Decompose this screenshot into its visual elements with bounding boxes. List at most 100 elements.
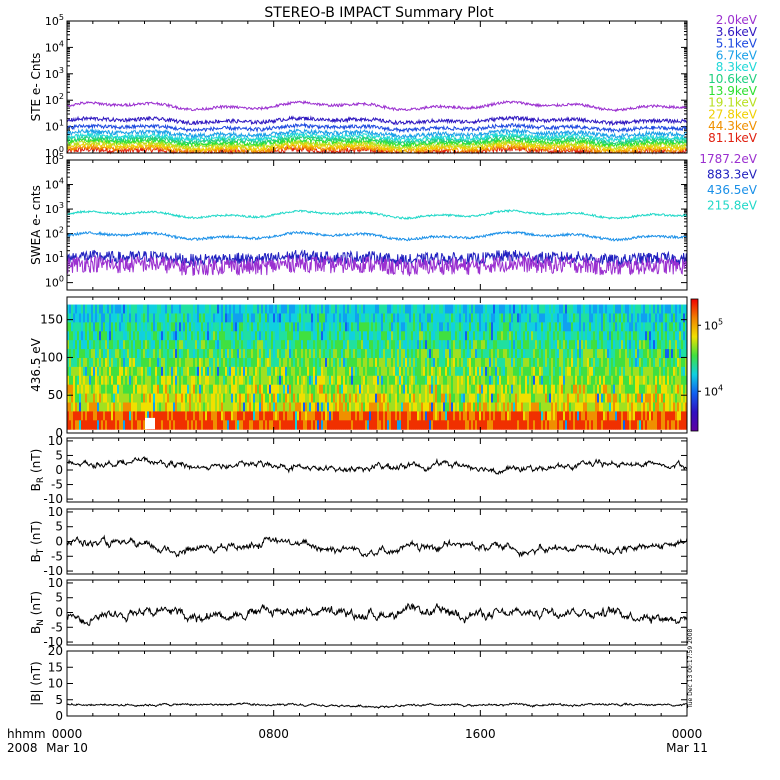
heatmap-cell	[393, 304, 396, 314]
heatmap-cell	[389, 375, 392, 386]
heatmap-cell	[373, 331, 376, 341]
heatmap-cell	[587, 340, 590, 350]
heatmap-cell	[591, 384, 594, 395]
heatmap-cell	[255, 393, 258, 404]
heatmap-cell	[217, 402, 220, 412]
heatmap-cell	[563, 357, 566, 368]
heatmap-cell	[633, 357, 636, 368]
heatmap-cell	[163, 420, 166, 430]
heatmap-cell	[113, 411, 116, 421]
heatmap-cell	[463, 375, 466, 386]
heatmap-cell	[453, 375, 456, 386]
heatmap-cell	[361, 402, 364, 412]
heatmap-cell	[637, 313, 640, 323]
heatmap-cell	[583, 331, 586, 341]
heatmap-cell	[523, 331, 526, 341]
heatmap-cell	[589, 420, 592, 430]
heatmap-cell	[111, 331, 114, 341]
heatmap-cell	[441, 411, 444, 421]
heatmap-cell	[409, 366, 412, 377]
heatmap-cell	[153, 366, 156, 377]
heatmap-cell	[591, 349, 594, 359]
heatmap-cell	[461, 357, 464, 368]
heatmap-cell	[121, 322, 124, 332]
heatmap-cell	[423, 411, 426, 421]
heatmap-cell	[165, 420, 168, 430]
heatmap-cell	[345, 340, 348, 350]
heatmap-cell	[475, 402, 478, 412]
heatmap-cell	[155, 384, 158, 395]
heatmap-cell	[93, 375, 96, 386]
heatmap-cell	[343, 331, 346, 341]
heatmap-cell	[139, 393, 142, 404]
heatmap-cell	[335, 304, 338, 314]
heatmap-cell	[375, 384, 378, 395]
heatmap-cell	[587, 349, 590, 359]
heatmap-cell	[101, 313, 104, 323]
heatmap-cell	[225, 411, 228, 421]
heatmap-cell	[333, 411, 336, 421]
heatmap-cell	[247, 393, 250, 404]
heatmap-cell	[291, 313, 294, 323]
heatmap-cell	[329, 402, 332, 412]
heatmap-cell	[87, 402, 90, 412]
heatmap-cell	[537, 331, 540, 341]
heatmap-cell	[531, 340, 534, 350]
heatmap-cell	[321, 420, 324, 430]
heatmap-cell	[443, 304, 446, 314]
heatmap-cell	[589, 366, 592, 377]
heatmap-cell	[409, 402, 412, 412]
heatmap-cell	[575, 420, 578, 430]
heatmap-cell	[283, 384, 286, 395]
heatmap-cell	[119, 384, 122, 395]
heatmap-cell	[391, 331, 394, 341]
heatmap-cell	[491, 340, 494, 350]
heatmap-cell	[317, 366, 320, 377]
heatmap-cell	[101, 375, 104, 386]
heatmap-cell	[647, 349, 650, 359]
heatmap-cell	[349, 340, 352, 350]
heatmap-cell	[77, 411, 80, 421]
heatmap-cell	[443, 331, 446, 341]
heatmap-cell	[277, 357, 280, 368]
heatmap-cell	[663, 313, 666, 323]
heatmap-cell	[207, 304, 210, 314]
heatmap-cell	[341, 313, 344, 323]
heatmap-cell	[107, 331, 110, 341]
heatmap-cell	[173, 313, 176, 323]
heatmap-cell	[417, 375, 420, 386]
heatmap-cell	[143, 349, 146, 359]
heatmap-cell	[561, 322, 564, 332]
heatmap-cell	[163, 402, 166, 412]
heatmap-cell	[629, 357, 632, 368]
heatmap-cell	[425, 402, 428, 412]
heatmap-cell	[213, 357, 216, 368]
heatmap-cell	[257, 304, 260, 314]
heatmap-cell	[449, 304, 452, 314]
heatmap-cell	[283, 375, 286, 386]
heatmap-cell	[653, 402, 656, 412]
heatmap-cell	[107, 384, 110, 395]
heatmap-cell	[621, 304, 624, 314]
heatmap-cell	[675, 393, 678, 404]
heatmap-cell	[81, 384, 84, 395]
heatmap-cell	[385, 349, 388, 359]
heatmap-cell	[107, 322, 110, 332]
heatmap-cell	[151, 313, 154, 323]
heatmap-cell	[685, 349, 688, 359]
heatmap-cell	[181, 375, 184, 386]
heatmap-cell	[205, 331, 208, 341]
heatmap-cell	[267, 349, 270, 359]
heatmap-cell	[509, 304, 512, 314]
heatmap-cell	[333, 402, 336, 412]
heatmap-cell	[367, 366, 370, 377]
heatmap-cell	[185, 357, 188, 368]
heatmap-cell	[427, 304, 430, 314]
heatmap-cell	[581, 304, 584, 314]
heatmap-cell	[323, 331, 326, 341]
heatmap-cell	[651, 402, 654, 412]
heatmap-cell	[173, 402, 176, 412]
heatmap-cell	[379, 304, 382, 314]
heatmap-cell	[315, 393, 318, 404]
heatmap-cell	[287, 304, 290, 314]
